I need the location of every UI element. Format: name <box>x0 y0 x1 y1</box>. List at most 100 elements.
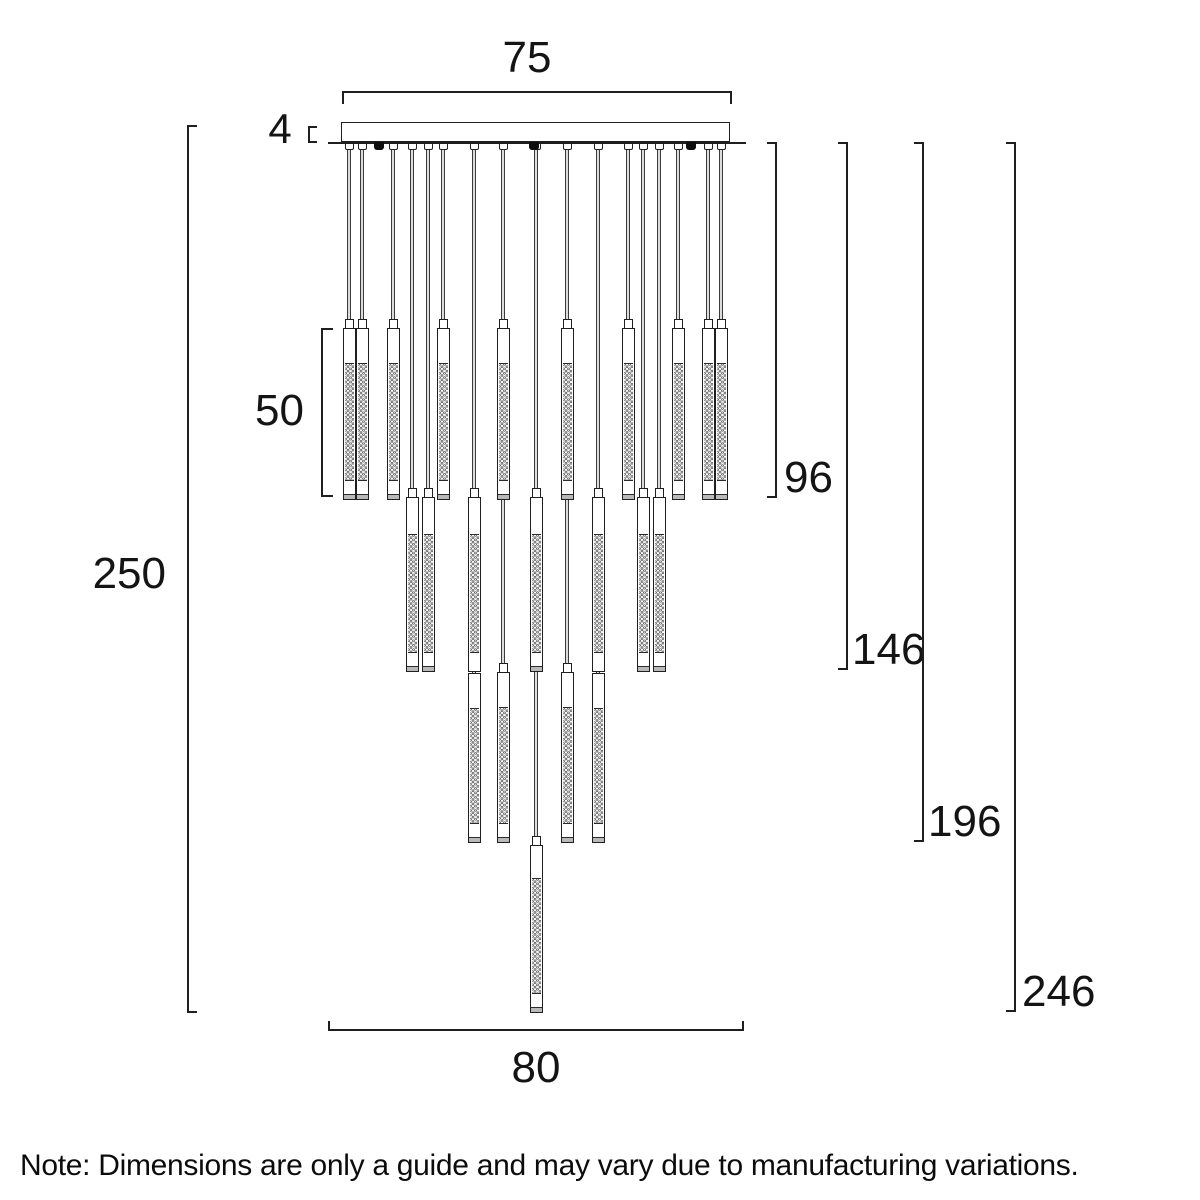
dim-tick <box>767 142 777 144</box>
pendant-tube-tier1 <box>436 328 450 500</box>
dim-canopy-thickness-label: 4 <box>268 105 292 152</box>
tube-perforated-diffuser <box>438 363 448 481</box>
tube-upper-section <box>468 498 480 534</box>
tube-lower-section <box>497 824 509 842</box>
dim-canopy-bracket <box>308 126 310 143</box>
cord-connector <box>716 144 726 150</box>
cord-connector <box>388 144 398 150</box>
dim-tick <box>308 126 317 128</box>
suspension-cord <box>641 145 645 488</box>
tube-end-cap <box>356 494 368 499</box>
dim-drop3-line <box>922 142 924 842</box>
dim-overall-height-label: 250 <box>92 549 166 598</box>
cord-connector <box>423 144 433 150</box>
tube-end-cap <box>387 494 399 499</box>
pendant-tube-tier2 <box>591 497 605 672</box>
dim-tube-length-line <box>321 328 323 497</box>
tube-upper-section <box>437 329 449 363</box>
tube-end-cap <box>437 494 449 499</box>
dim-tick <box>730 91 732 104</box>
dim-drop3-label: 196 <box>928 797 1002 846</box>
tube-upper-section <box>715 329 727 363</box>
dim-tick <box>1006 1010 1016 1012</box>
tube-lower-section <box>530 994 542 1012</box>
tube-end-cap <box>715 494 727 499</box>
tube-end-cap <box>406 666 418 671</box>
pendant-tube-tier3 <box>467 673 481 843</box>
dim-drop4-line <box>1014 142 1016 1012</box>
tube-upper-section <box>387 329 399 363</box>
tube-lower-section <box>406 653 418 671</box>
tube-end-cap <box>622 494 634 499</box>
pendant-tube-tier3 <box>496 672 510 843</box>
tube-perforated-diffuser <box>562 363 572 481</box>
tube-perforated-diffuser <box>498 707 508 824</box>
tube-upper-section <box>653 498 665 534</box>
tube-lower-section <box>622 481 634 499</box>
tube-upper-section <box>530 498 542 534</box>
tube-end-cap <box>468 837 480 842</box>
tube-lower-section <box>343 481 355 499</box>
tube-end-cap <box>592 837 604 842</box>
dim-tick <box>342 91 344 104</box>
suspension-cord <box>426 145 430 488</box>
tube-upper-section <box>422 498 434 534</box>
suspension-cord <box>676 145 680 319</box>
dim-drop1-line <box>775 142 777 498</box>
pendant-tube-tier1 <box>386 328 400 500</box>
cord-connector <box>654 144 664 150</box>
tube-upper-section <box>672 329 684 363</box>
dim-tick <box>321 328 333 330</box>
cord-connector <box>438 144 448 150</box>
cord-connector <box>469 144 479 150</box>
cord-connector <box>407 144 417 150</box>
dim-tick <box>328 1021 330 1031</box>
pendant-tube-tier1 <box>355 328 369 500</box>
tube-end-cap <box>637 666 649 671</box>
cord-connector <box>673 144 683 150</box>
dim-tick <box>308 141 317 143</box>
dim-tick <box>838 668 848 670</box>
pendant-tube-tier1 <box>560 328 574 500</box>
pendant-tube-tier1 <box>714 328 728 500</box>
pendant-tube-tier1 <box>671 328 685 500</box>
canopy-screw-knob <box>374 142 384 150</box>
dim-tick <box>1006 142 1016 144</box>
tube-lower-section <box>561 481 573 499</box>
suspension-cord <box>472 145 476 673</box>
tube-lower-section <box>592 653 604 671</box>
dim-tick <box>742 1021 744 1031</box>
tube-perforated-diffuser <box>469 534 479 653</box>
tube-upper-section <box>592 498 604 534</box>
footer-note: Note: Dimensions are only a guide and ma… <box>20 1149 1079 1182</box>
tube-upper-section <box>561 329 573 363</box>
tube-end-cap <box>422 666 434 671</box>
dim-drop4-label: 246 <box>1022 967 1096 1016</box>
tube-lower-section <box>356 481 368 499</box>
tube-upper-section <box>468 674 480 708</box>
pendant-tube-tier4 <box>529 845 543 1013</box>
tube-perforated-diffuser <box>593 534 603 653</box>
tube-upper-section <box>622 329 634 363</box>
tube-upper-section <box>561 673 573 707</box>
cord-connector <box>703 144 713 150</box>
tube-end-cap <box>672 494 684 499</box>
dim-tick <box>914 840 924 842</box>
dim-tick <box>838 142 848 144</box>
canopy-screw-knob <box>686 142 696 150</box>
tube-lower-section <box>530 653 542 671</box>
tube-perforated-diffuser <box>531 534 541 653</box>
tube-perforated-diffuser <box>357 363 367 481</box>
tube-upper-section <box>343 329 355 363</box>
dim-width-bottom-label: 80 <box>511 1043 561 1092</box>
pendant-tube-tier2 <box>636 497 650 672</box>
dim-tick <box>187 1011 197 1013</box>
pendant-tube-tier1 <box>496 328 510 500</box>
tube-lower-section <box>437 481 449 499</box>
pendant-tube-tier3 <box>560 672 574 843</box>
tube-upper-section <box>356 329 368 363</box>
tube-lower-section <box>468 824 480 842</box>
dim-overall-height-line <box>187 125 189 1013</box>
pendant-tube-tier3 <box>591 673 605 843</box>
